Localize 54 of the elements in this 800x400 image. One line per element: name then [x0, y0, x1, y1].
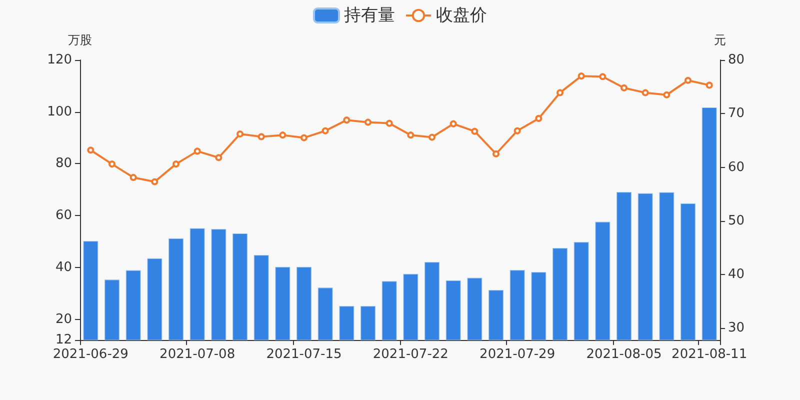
point: [471, 128, 478, 135]
point: [172, 160, 180, 168]
point: [87, 146, 94, 154]
y2-tick-label: 80: [728, 52, 745, 68]
y2-tick-label: 40: [728, 267, 745, 282]
point: [492, 150, 500, 158]
point: [130, 174, 137, 181]
point: [215, 154, 222, 162]
y2-tick-label: 30: [728, 320, 745, 336]
point: [258, 133, 265, 140]
y-tick-label: 60: [55, 208, 72, 224]
point: [194, 148, 201, 155]
y-tick-label: 80: [55, 156, 72, 172]
point: [300, 134, 308, 142]
point: [684, 76, 692, 84]
point: [428, 134, 436, 141]
point: [514, 127, 521, 134]
x-tick-label: 2021-07-29: [480, 347, 556, 362]
point: [386, 120, 393, 127]
y2-tick-label: 70: [728, 106, 745, 122]
point: [108, 160, 116, 168]
point: [450, 120, 457, 128]
x-tick-label: 2021-08-11: [672, 347, 748, 362]
x-tick-label: 2021-06-29: [52, 347, 128, 362]
point: [599, 73, 606, 80]
x-tick-label: 2021-07-08: [160, 347, 236, 362]
y-tick-label: 20: [55, 312, 72, 327]
y2-tick-label: 60: [728, 160, 745, 175]
point: [364, 118, 372, 126]
point: [556, 89, 564, 96]
y-tick-label: 12: [55, 332, 72, 348]
y2-tick-label: 50: [728, 213, 745, 228]
point: [236, 130, 244, 138]
point: [279, 132, 286, 139]
point: [407, 132, 414, 139]
point: [663, 91, 670, 98]
point: [620, 84, 628, 92]
x-tick-label: 2021-08-05: [586, 347, 662, 362]
point: [322, 127, 329, 134]
y-tick-label: 40: [55, 260, 72, 275]
y-tick-label: 120: [47, 52, 72, 68]
x-tick-label: 2021-07-15: [266, 347, 342, 362]
y2-axis-title: 元: [714, 33, 726, 47]
legend-label: 收盘价: [436, 6, 487, 26]
legend-label: 持有量: [344, 6, 395, 26]
y-tick-label: 100: [47, 104, 72, 120]
x-tick-label: 2021-07-22: [372, 347, 448, 362]
y-axis-title: 万股: [68, 33, 92, 47]
point: [706, 82, 713, 89]
point: [151, 178, 158, 186]
point: [535, 114, 542, 122]
point: [578, 72, 585, 80]
point: [642, 89, 649, 96]
point: [343, 116, 350, 124]
